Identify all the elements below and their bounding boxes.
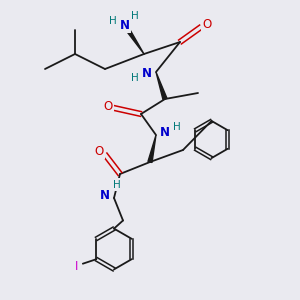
Polygon shape [124,26,144,54]
Text: H: H [173,122,181,132]
Text: N: N [160,125,170,139]
Text: N: N [99,189,110,202]
Text: H: H [113,179,121,190]
Text: O: O [94,145,103,158]
Text: H: H [109,16,116,26]
Text: N: N [119,19,130,32]
Text: O: O [202,17,211,31]
Polygon shape [156,72,167,100]
Text: N: N [141,67,152,80]
Text: O: O [103,100,112,113]
Text: I: I [74,260,78,273]
Polygon shape [148,135,156,163]
Text: H: H [130,11,138,21]
Text: H: H [131,73,139,83]
